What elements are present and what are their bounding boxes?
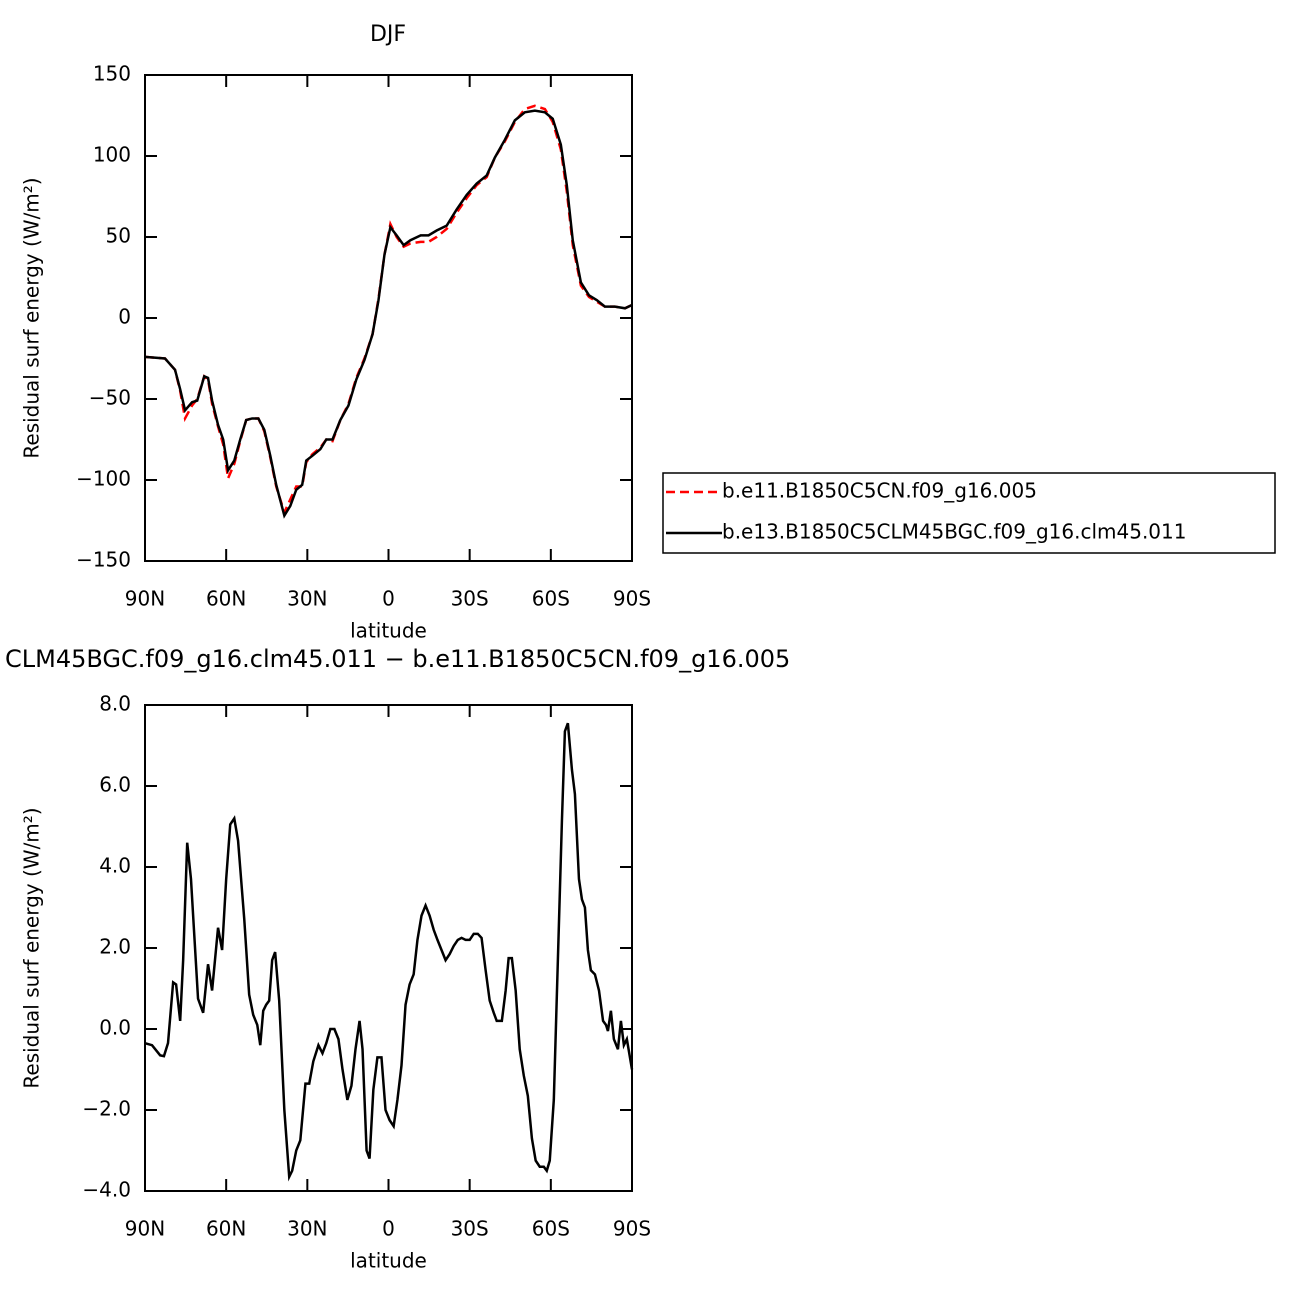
y-tick-label: 100 (93, 143, 131, 167)
x-tick-label: 90N (125, 587, 165, 611)
y-tick-label: 4.0 (99, 854, 131, 878)
x-axis-label: latitude (350, 1249, 427, 1273)
y-axis-label: Residual surf energy (W/m²) (20, 177, 44, 458)
y-tick-label: 6.0 (99, 773, 131, 797)
y-tick-label: −4.0 (82, 1178, 131, 1202)
x-tick-label: 60N (206, 587, 246, 611)
y-tick-label: 0 (118, 305, 131, 329)
y-tick-label: −150 (76, 548, 131, 572)
y-tick-label: −100 (76, 467, 131, 491)
x-tick-label: 60N (206, 1217, 246, 1241)
data-line (144, 722, 634, 1182)
x-tick-label: 0 (382, 1217, 395, 1241)
legend-box (662, 472, 1276, 554)
x-tick-label: 30S (451, 1217, 489, 1241)
x-tick-label: 60S (532, 587, 570, 611)
y-tick-label: 2.0 (99, 935, 131, 959)
y-tick-label: 50 (106, 224, 131, 248)
x-tick-label: 30N (287, 1217, 327, 1241)
data-line (144, 104, 633, 516)
y-axis-label: Residual surf energy (W/m²) (20, 807, 44, 1088)
x-tick-label: 90S (613, 587, 651, 611)
x-tick-label: 0 (382, 587, 395, 611)
x-tick-label: 90N (125, 1217, 165, 1241)
chart-title: CLM45BGC.f09_g16.clm45.011 − b.e11.B1850… (5, 645, 790, 673)
plot-frame (144, 74, 633, 562)
x-tick-label: 90S (613, 1217, 651, 1241)
y-tick-label: 150 (93, 62, 131, 86)
x-tick-label: 30S (451, 587, 489, 611)
legend-label: b.e11.B1850C5CN.f09_g16.005 (722, 479, 1037, 503)
x-tick-label: 60S (532, 1217, 570, 1241)
y-tick-label: −50 (89, 386, 131, 410)
y-tick-label: −2.0 (82, 1097, 131, 1121)
plot-frame (144, 704, 633, 1192)
y-tick-label: 8.0 (99, 692, 131, 716)
chart-title: DJF (370, 22, 406, 47)
x-tick-label: 30N (287, 587, 327, 611)
y-tick-label: 0.0 (99, 1016, 131, 1040)
x-axis-label: latitude (350, 619, 427, 643)
legend-label: b.e13.B1850C5CLM45BGC.f09_g16.clm45.011 (722, 520, 1186, 544)
data-line (144, 109, 633, 519)
